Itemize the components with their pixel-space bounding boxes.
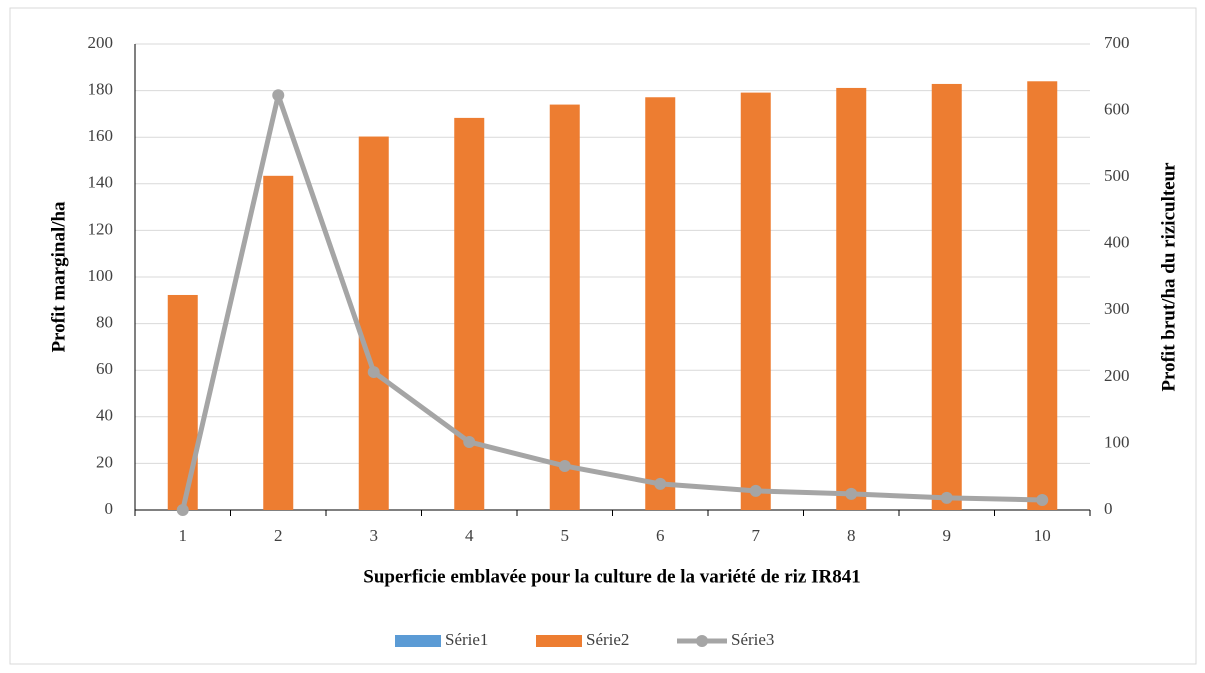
x-tick-label: 2 <box>274 526 283 545</box>
y-tick-label: 100 <box>88 266 114 285</box>
y-tick-label: 80 <box>96 313 113 332</box>
bar <box>836 87 867 511</box>
legend-swatch <box>536 635 582 647</box>
line-point <box>1036 493 1049 506</box>
bar <box>645 97 676 510</box>
y-tick-label: 20 <box>96 452 113 471</box>
y2-tick-label: 0 <box>1104 499 1113 518</box>
line <box>180 92 1043 511</box>
x-tick-label: 1 <box>179 526 188 545</box>
y2-tick-label: 700 <box>1104 33 1130 52</box>
y2-tick-label: 100 <box>1104 432 1130 451</box>
y2-tick-label: 500 <box>1104 166 1130 185</box>
y2-tick-label: 300 <box>1104 299 1130 318</box>
line-point <box>463 435 476 448</box>
x-tick-label: 5 <box>561 526 570 545</box>
x-tick-label: 6 <box>656 526 665 545</box>
y2-axis-title: Profit brut/ha du riziculteur <box>1158 162 1179 392</box>
y2-tick-label: 200 <box>1104 366 1130 385</box>
y-tick-label: 40 <box>96 406 113 425</box>
y-tick-label: 200 <box>88 33 114 52</box>
bar <box>167 294 198 510</box>
x-tick-label: 4 <box>465 526 474 545</box>
line-point <box>272 89 285 102</box>
bar <box>1027 81 1058 510</box>
bar <box>931 83 962 510</box>
y2-tick-label: 600 <box>1104 99 1130 118</box>
legend-label: Série1 <box>445 630 488 649</box>
bar <box>358 136 389 510</box>
x-axis-title: Superficie emblavée pour la culture de l… <box>363 566 860 587</box>
line-point <box>654 477 667 490</box>
legend-swatch <box>395 635 441 647</box>
line-point <box>940 491 953 504</box>
line-point <box>176 504 189 516</box>
legend-swatch <box>696 635 708 647</box>
y-tick-label: 180 <box>88 80 114 99</box>
x-tick-label: 8 <box>847 526 856 545</box>
bar <box>454 117 485 510</box>
y-tick-label: 0 <box>105 499 114 518</box>
x-tick-label: 10 <box>1034 526 1051 545</box>
bar <box>549 104 580 510</box>
chart-frame <box>9 7 1197 665</box>
bar <box>263 175 294 510</box>
x-tick-label: 7 <box>752 526 761 545</box>
y2-tick-label: 400 <box>1104 233 1130 252</box>
x-tick-label: 9 <box>943 526 952 545</box>
legend-label: Série2 <box>586 630 629 649</box>
legend-label: Série3 <box>731 630 774 649</box>
y-tick-label: 140 <box>88 173 114 192</box>
line-point <box>367 366 380 379</box>
y-tick-label: 60 <box>96 359 113 378</box>
y-tick-label: 160 <box>88 126 114 145</box>
bar <box>740 92 771 511</box>
y-tick-label: 120 <box>88 219 114 238</box>
line-point <box>845 487 858 500</box>
x-tick-label: 3 <box>370 526 379 545</box>
line-point <box>749 484 762 497</box>
y-axis-title: Profit marginal/ha <box>48 201 69 353</box>
line-point <box>558 459 571 472</box>
